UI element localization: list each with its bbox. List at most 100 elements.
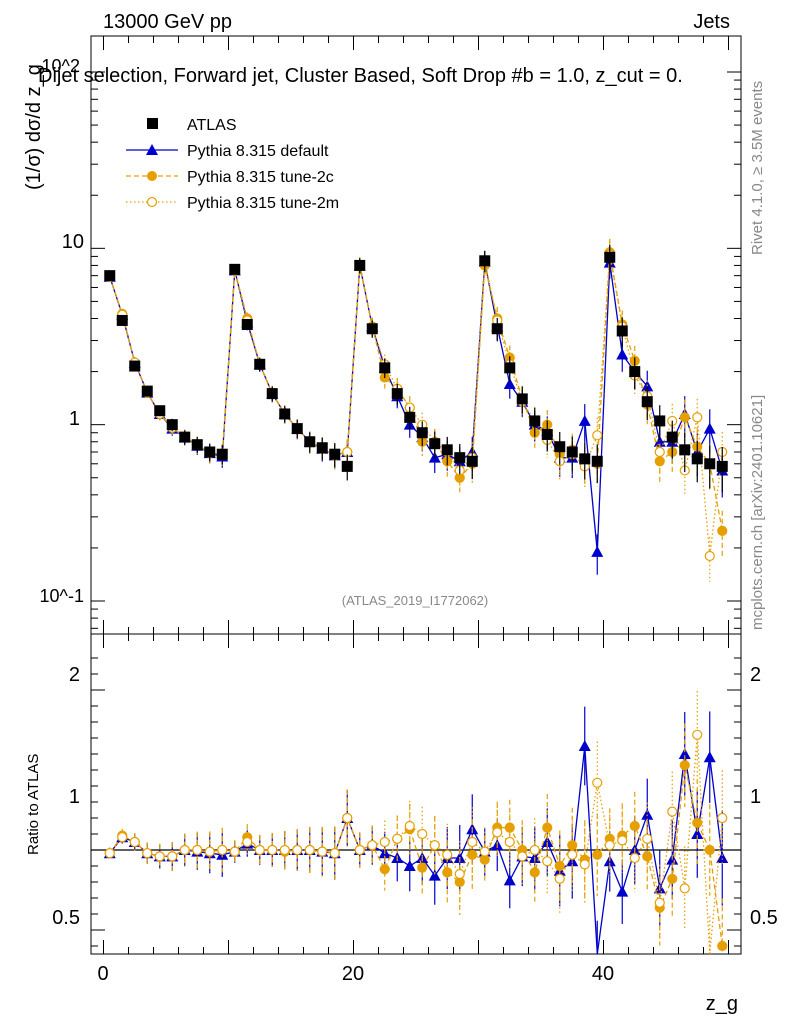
- main-point: [704, 458, 716, 470]
- ratio-point: [142, 848, 153, 859]
- main-point: [329, 448, 341, 460]
- ratio-ytick-label-1: 1: [69, 786, 80, 808]
- main-series-pythia-8-315-tune-2m: [104, 241, 728, 582]
- ratio-point: [379, 864, 390, 875]
- ratio-point: [403, 860, 416, 871]
- ratio-point: [504, 836, 515, 848]
- main-point: [704, 550, 715, 562]
- ratio-point: [129, 836, 140, 848]
- xtick-label-40: 40: [592, 963, 614, 985]
- rivet-label: Rivet 4.1.0, ≥ 3.5M events: [749, 81, 766, 255]
- main-series-line: [109, 252, 723, 531]
- ratio-point: [417, 828, 428, 840]
- main-point: [154, 405, 166, 417]
- main-point: [592, 430, 603, 441]
- main-point: [479, 255, 491, 267]
- ratio-point: [629, 852, 640, 864]
- ratio-point: [578, 740, 591, 751]
- main-point: [266, 388, 278, 400]
- ratio-point: [329, 848, 340, 859]
- ratio-point: [167, 851, 178, 862]
- ratio-ytick-label-2: 2: [69, 664, 80, 686]
- main-point: [616, 325, 628, 337]
- xtick-label-20: 20: [342, 963, 364, 985]
- main-point: [404, 411, 416, 423]
- main-point: [229, 263, 241, 275]
- main-series-pythia-8-315-tune-2c: [104, 238, 728, 558]
- ytick-label-1: 1: [69, 408, 80, 430]
- ratio-point: [117, 832, 128, 843]
- main-point: [491, 323, 503, 335]
- ratio-point: [204, 846, 215, 857]
- main-point: [654, 446, 665, 458]
- main-point: [591, 545, 604, 557]
- main-point: [578, 414, 591, 426]
- ratio-point: [367, 840, 378, 851]
- header-right: Jets: [693, 11, 730, 33]
- main-point: [717, 525, 728, 536]
- ratio-point: [554, 873, 565, 884]
- main-point: [379, 362, 391, 374]
- ratio-point: [542, 856, 553, 867]
- ratio-point: [716, 852, 729, 863]
- ratio-point: [541, 836, 554, 847]
- main-point: [692, 412, 703, 423]
- ratio-point: [454, 868, 465, 880]
- main-series-line: [109, 261, 723, 552]
- ratio-series-line: [109, 734, 723, 955]
- ratio-point: [704, 844, 715, 856]
- x-axis-label: z_g: [706, 993, 738, 1015]
- ratio-point: [292, 844, 303, 856]
- ratio-point: [692, 817, 703, 828]
- legend-label-tune2c: Pythia 8.315 tune-2c: [187, 169, 334, 186]
- ratio-point: [104, 848, 115, 859]
- main-series-atlas: [104, 244, 728, 493]
- main-point: [241, 318, 253, 330]
- ratio-point: [692, 729, 703, 740]
- ratio-ytick-label-0.5-right: 0.5: [750, 907, 778, 929]
- ratio-point: [467, 836, 478, 848]
- ratio-point: [616, 885, 629, 897]
- main-point: [129, 360, 141, 372]
- main-point: [504, 362, 516, 374]
- ratio-point: [304, 844, 315, 856]
- main-point: [366, 323, 378, 335]
- ratio-point: [404, 820, 415, 832]
- ratio-point: [492, 827, 503, 838]
- ytick-label-0.1: 10^-1: [40, 586, 84, 606]
- ratio-point: [217, 844, 228, 856]
- main-series-pythia-8-315-default: [103, 249, 729, 575]
- ratio-point: [604, 840, 615, 851]
- main-point: [716, 460, 728, 472]
- main-point: [104, 270, 116, 282]
- ratio-point: [317, 846, 328, 857]
- main-point: [591, 455, 603, 467]
- main-point: [304, 436, 316, 448]
- ratio-point: [429, 840, 440, 851]
- legend-marker-tune2c: [147, 171, 157, 181]
- main-point: [191, 439, 203, 451]
- main-point: [604, 251, 616, 263]
- ratio-point: [679, 883, 690, 894]
- header-left: 13000 GeV pp: [103, 11, 232, 33]
- legend-marker-atlas: [147, 118, 158, 129]
- main-point: [216, 448, 228, 460]
- ratio-point: [678, 748, 691, 759]
- ratio-point: [442, 849, 453, 860]
- ratio-point: [667, 806, 678, 817]
- main-point: [566, 446, 578, 458]
- ratio-point: [179, 844, 190, 856]
- legend-marker-tune2m: [146, 196, 158, 208]
- ratio-point: [529, 867, 540, 878]
- main-point: [516, 393, 528, 405]
- ratio-point: [617, 835, 628, 846]
- main-point: [616, 348, 629, 360]
- ratio-plot-frame: [90, 633, 742, 955]
- main-point: [691, 453, 703, 465]
- main-point: [166, 419, 178, 431]
- main-point: [316, 442, 328, 454]
- ratio-point: [679, 760, 690, 771]
- main-point: [204, 446, 216, 458]
- ratio-ytick-label-0.5: 0.5: [52, 907, 80, 929]
- ratio-point: [354, 844, 365, 856]
